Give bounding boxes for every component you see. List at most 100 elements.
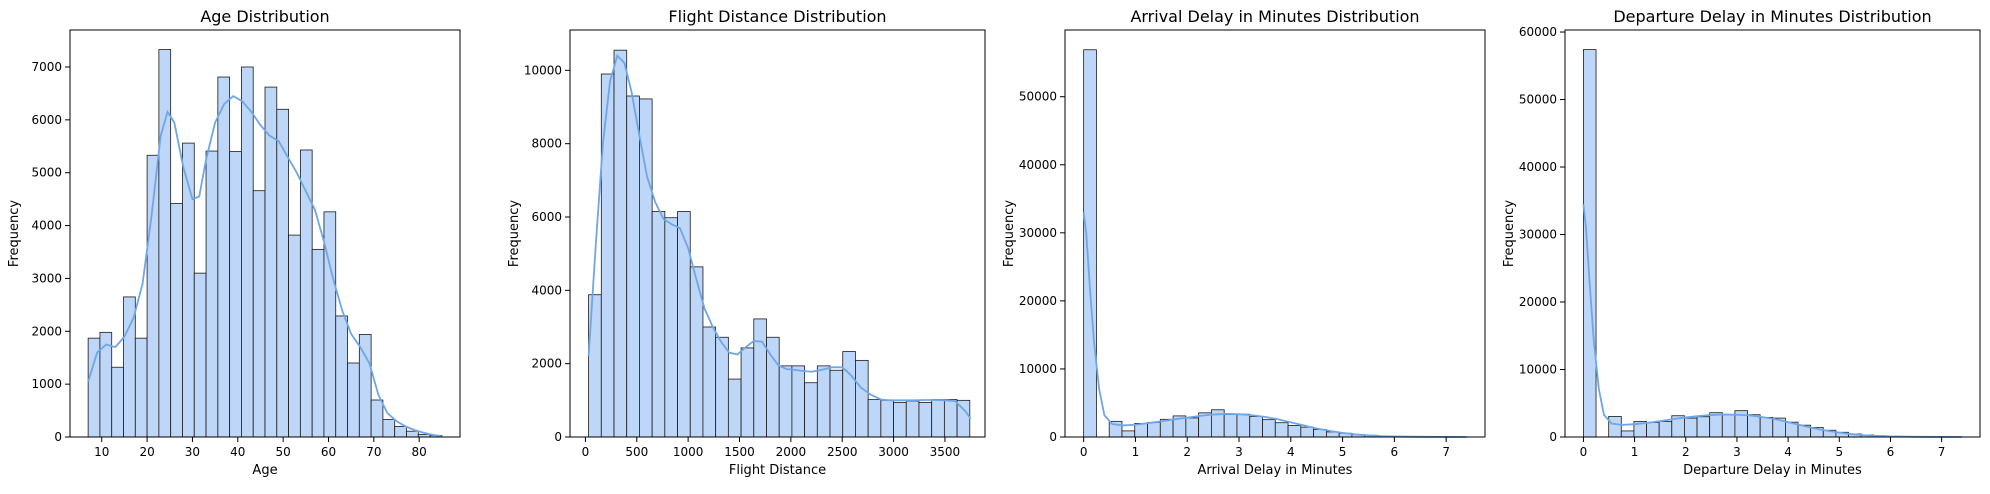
kde-curve [1583, 204, 1962, 437]
x-tick-label: 3 [1235, 445, 1243, 459]
y-tick-label: 0 [1549, 430, 1557, 444]
histogram-bar [779, 366, 792, 437]
y-tick-label: 40000 [1019, 158, 1057, 172]
histogram-bar [312, 249, 324, 437]
histogram-bar [1186, 418, 1199, 437]
histogram-bar [741, 348, 754, 437]
histogram-bar [1122, 431, 1135, 437]
y-tick-label: 60000 [1519, 25, 1557, 39]
histogram-bar [1659, 421, 1672, 437]
histogram-bar [1684, 418, 1697, 437]
histogram-bar [881, 400, 894, 437]
histogram-bar [1710, 413, 1723, 437]
x-tick-label: 10 [94, 445, 109, 459]
histogram-bar [88, 338, 100, 437]
y-tick-label: 30000 [1519, 228, 1557, 242]
y-tick-label: 8000 [531, 137, 562, 151]
x-tick-label: 4 [1287, 445, 1295, 459]
y-tick-label: 0 [554, 430, 562, 444]
histogram-bar [1621, 431, 1634, 437]
histogram-bar [665, 218, 678, 437]
x-tick-label: 1 [1132, 445, 1140, 459]
x-tick-label: 30 [185, 445, 200, 459]
y-axis-label: Frequency [1502, 200, 1517, 267]
x-axis-label: Departure Delay in Minutes [1683, 463, 1862, 478]
histogram-bar [944, 400, 957, 437]
x-tick-label: 1000 [673, 445, 704, 459]
histogram-bar [830, 370, 843, 437]
histogram-bar [805, 383, 818, 437]
x-tick-label: 3000 [878, 445, 909, 459]
histogram-bar [728, 379, 741, 437]
histogram-bar [1722, 415, 1735, 437]
x-tick-label: 2 [1682, 445, 1690, 459]
histogram-bar [277, 109, 289, 437]
x-tick-label: 2000 [776, 445, 807, 459]
y-tick-label: 2000 [31, 324, 62, 338]
histogram-bar [906, 401, 919, 437]
histogram-bar [894, 403, 907, 437]
y-tick-label: 20000 [1519, 295, 1557, 309]
histogram-bar [627, 96, 640, 437]
y-tick-label: 7000 [31, 60, 62, 74]
histogram-bar [1275, 423, 1288, 437]
histogram-bar [1288, 425, 1301, 437]
histogram-bar [932, 400, 945, 437]
y-tick-label: 40000 [1519, 160, 1557, 174]
x-tick-label: 70 [366, 445, 381, 459]
histogram-bar [171, 203, 183, 437]
x-tick-label: 0 [1080, 445, 1088, 459]
y-tick-label: 6000 [31, 113, 62, 127]
x-tick-label: 500 [625, 445, 648, 459]
x-tick-label: 4 [1784, 445, 1792, 459]
histogram-bar [336, 316, 348, 437]
histogram-bar [253, 191, 265, 437]
histogram-bar [112, 367, 124, 437]
y-tick-label: 3000 [31, 271, 62, 285]
y-tick-label: 5000 [31, 166, 62, 180]
histogram-bar [716, 337, 729, 437]
x-tick-label: 1 [1631, 445, 1639, 459]
histogram-bar [241, 67, 253, 437]
histogram-bar [348, 363, 360, 437]
histogram-bar [792, 366, 805, 437]
x-tick-label: 40 [230, 445, 245, 459]
y-axis-label: Frequency [1002, 200, 1017, 267]
x-axis-label: Arrival Delay in Minutes [1198, 463, 1353, 478]
histogram-bar [703, 327, 716, 437]
histogram-bar [1748, 415, 1761, 437]
plot-frame [1565, 30, 1980, 437]
histogram-bar [406, 431, 418, 437]
y-tick-label: 4000 [531, 283, 562, 297]
x-tick-label: 0 [1580, 445, 1588, 459]
histogram-bar [919, 403, 932, 437]
histogram-bar [1609, 416, 1622, 437]
x-axis-label: Flight Distance [729, 463, 826, 478]
chart-title: Flight Distance Distribution [668, 7, 886, 26]
plot-frame [1065, 30, 1485, 437]
chart-title: Departure Delay in Minutes Distribution [1613, 7, 1931, 26]
y-tick-label: 20000 [1019, 294, 1057, 308]
x-tick-label: 6 [1887, 445, 1895, 459]
x-tick-label: 3500 [930, 445, 961, 459]
histogram-bar [817, 366, 830, 437]
histogram-bar [754, 319, 767, 437]
chart-title: Arrival Delay in Minutes Distribution [1130, 7, 1419, 26]
histogram-bar [194, 273, 206, 437]
histogram-bar [159, 50, 171, 437]
x-tick-label: 5 [1339, 445, 1347, 459]
histogram-bar [855, 360, 868, 437]
x-tick-label: 0 [582, 445, 590, 459]
x-tick-label: 2 [1183, 445, 1191, 459]
histogram-bar [868, 400, 881, 437]
y-tick-label: 6000 [531, 210, 562, 224]
x-tick-label: 2500 [827, 445, 858, 459]
x-tick-label: 60 [321, 445, 336, 459]
y-tick-label: 0 [54, 430, 62, 444]
x-axis-label: Age [252, 463, 277, 478]
histogram-bar [289, 235, 301, 437]
